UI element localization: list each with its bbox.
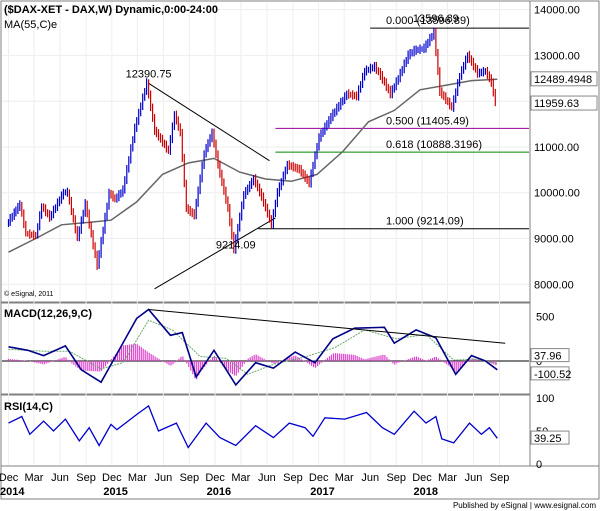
price-tag-box-1 <box>530 95 598 111</box>
macd-line <box>8 308 498 387</box>
month-tick-label-19: Sep <box>490 472 510 484</box>
fib-level-label-1: 0.500 (11405.49) <box>386 115 469 127</box>
month-tick-label-9: Mar <box>231 472 250 484</box>
price-annotation-0: 12390.75 <box>126 68 172 80</box>
footer-label: Published by eSignal | www.esignal.com <box>453 501 596 510</box>
price-tick-label-6: 8000.00 <box>534 279 574 291</box>
month-tick-label-13: Mar <box>335 472 354 484</box>
year-tick-label-0: 2014 <box>0 486 25 498</box>
rsi-tick-label-2: 0 <box>536 459 542 471</box>
rsi-panel <box>0 394 531 467</box>
price-annotation-2: 9214.09 <box>216 240 256 252</box>
year-tick-label-1: 2015 <box>103 486 127 498</box>
year-tick-label-3: 2017 <box>310 486 334 498</box>
month-tick-label-6: Jun <box>154 472 172 484</box>
month-tick-label-12: Dec <box>309 472 329 484</box>
month-tick-label-5: Mar <box>128 472 147 484</box>
macd-tick-label-0: 500 <box>536 312 554 324</box>
month-tick-label-11: Sep <box>283 472 303 484</box>
macd-tag-box-0 <box>530 348 570 363</box>
price-annotation-1: 13596.89 <box>413 13 459 25</box>
price-tick-label-4: 10000.00 <box>534 188 580 200</box>
macd-trendline <box>148 309 506 344</box>
fib-level-label-0: 0.000 (13596.89) <box>386 15 470 27</box>
trendline-0 <box>148 82 270 162</box>
month-tick-label-14: Jun <box>361 472 379 484</box>
price-tick-label-1: 13000.00 <box>534 50 580 62</box>
price-tick-label-0: 14000.00 <box>534 5 580 17</box>
price-tick-label-3: 11000.00 <box>534 142 579 154</box>
month-tick-label-2: Jun <box>51 472 69 484</box>
month-tick-label-0: Dec <box>0 472 19 484</box>
macd-tag-0: 37.96 <box>534 351 562 363</box>
instrument-label: ($DAX-XET - DAX,W) Dynamic,0:00-24:00 <box>4 4 218 16</box>
macd-tag-box-1 <box>530 366 570 381</box>
time-axis-panel <box>0 465 600 500</box>
trendline-1 <box>154 217 276 290</box>
month-tick-label-18: Jun <box>465 472 483 484</box>
rsi-label: RSI(14,C) <box>4 401 53 413</box>
rsi-tick-label-0: 100 <box>536 393 554 405</box>
fib-level-label-3: 1.000 (9214.09) <box>386 216 464 228</box>
price-tick-label-5: 9000.00 <box>534 234 574 246</box>
ma-label: MA(55,C)e <box>4 19 57 31</box>
month-tick-label-16: Dec <box>412 472 432 484</box>
year-tick-label-4: 2018 <box>414 486 438 498</box>
month-tick-label-1: Mar <box>25 472 44 484</box>
macd-label: MACD(12,26,9,C) <box>4 308 92 320</box>
month-tick-label-10: Jun <box>258 472 276 484</box>
rsi-tag-box <box>530 430 570 445</box>
price-tag-1: 11959.63 <box>534 98 579 110</box>
price-panel <box>0 0 531 303</box>
month-tick-label-17: Mar <box>438 472 457 484</box>
month-tick-label-15: Sep <box>386 472 406 484</box>
fib-level-label-2: 0.618 (10888.3196) <box>386 139 482 151</box>
rsi-tag: 39.25 <box>534 433 562 445</box>
macd-tag-1: -100.52 <box>534 369 571 381</box>
month-tick-label-4: Dec <box>102 472 122 484</box>
month-tick-label-7: Sep <box>180 472 200 484</box>
month-tick-label-3: Sep <box>76 472 96 484</box>
price-tag-0: 12489.4948 <box>534 74 592 86</box>
rsi-line <box>8 404 498 449</box>
copyright-label: © eSignal, 2011 <box>4 290 54 298</box>
year-tick-label-2: 2016 <box>207 486 231 498</box>
price-tag-box-0 <box>530 71 598 87</box>
month-tick-label-8: Dec <box>205 472 225 484</box>
